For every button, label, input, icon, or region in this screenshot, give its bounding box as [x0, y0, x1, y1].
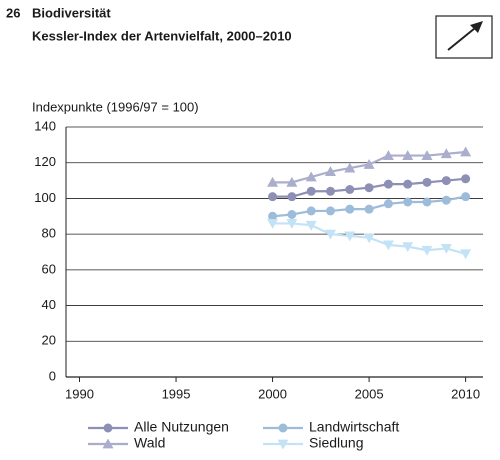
marker — [422, 197, 432, 207]
x-tick-label: 1990 — [65, 386, 94, 401]
chart-number: 26 — [6, 5, 20, 20]
marker — [306, 186, 316, 196]
marker — [460, 249, 472, 260]
marker — [267, 176, 279, 187]
marker — [363, 233, 375, 244]
marker — [306, 206, 316, 216]
marker — [345, 185, 355, 194]
arrow-icon — [435, 15, 493, 59]
legend-item: Landwirtschaft — [263, 419, 399, 435]
marker — [267, 219, 279, 229]
legend-label: Siedlung — [309, 435, 364, 451]
series — [268, 192, 471, 221]
marker — [441, 176, 451, 186]
marker — [287, 210, 297, 219]
marker — [287, 192, 297, 202]
marker — [268, 211, 278, 221]
marker — [324, 229, 336, 240]
marker — [402, 242, 414, 253]
legend-item: Wald — [88, 435, 165, 451]
marker — [268, 192, 278, 202]
y-tick-label: 80 — [42, 226, 56, 241]
marker — [325, 206, 335, 216]
series — [267, 219, 472, 260]
y-tick-label: 120 — [34, 154, 56, 169]
marker — [441, 195, 451, 205]
x-tick-label: 2005 — [355, 386, 384, 401]
y-tick-label: 140 — [34, 118, 56, 133]
legend-label: Alle Nutzungen — [134, 419, 229, 435]
marker — [421, 150, 433, 160]
legend-marker — [103, 423, 113, 433]
marker — [440, 244, 452, 254]
marker — [344, 162, 356, 173]
marker — [382, 150, 394, 160]
marker — [325, 186, 335, 196]
marker — [383, 199, 393, 209]
legend-item: Alle Nutzungen — [88, 419, 229, 435]
marker — [364, 183, 374, 193]
marker — [344, 231, 356, 242]
marker — [324, 166, 336, 177]
marker — [403, 197, 413, 207]
marker — [364, 204, 374, 214]
marker — [402, 150, 414, 160]
legend-label: Landwirtschaft — [309, 419, 399, 435]
y-tick-label: 60 — [42, 261, 56, 276]
marker — [461, 174, 471, 184]
marker — [383, 179, 393, 189]
marker — [305, 171, 317, 182]
chart-heading: Biodiversität — [32, 5, 111, 20]
marker — [382, 240, 394, 251]
marker — [363, 159, 375, 169]
marker — [422, 177, 432, 187]
legend-marker — [102, 438, 114, 449]
marker — [345, 204, 355, 214]
series — [268, 174, 471, 202]
marker — [440, 148, 452, 159]
x-tick-label: 2010 — [451, 386, 480, 401]
marker — [421, 245, 433, 256]
marker — [286, 176, 298, 187]
legend-marker — [277, 439, 289, 450]
x-tick-label: 1995 — [162, 386, 191, 401]
y-tick-label: 20 — [42, 333, 56, 348]
marker — [461, 192, 471, 202]
y-tick-label: 40 — [42, 297, 56, 312]
marker — [403, 179, 413, 189]
legend-label: Wald — [134, 435, 165, 451]
legend-marker — [278, 423, 288, 433]
marker — [305, 220, 317, 231]
x-tick-label: 2000 — [258, 386, 287, 401]
y-axis-label: Indexpunkte (1996/97 = 100) — [32, 99, 199, 114]
legend-item: Siedlung — [263, 435, 364, 451]
y-tick-label: 0 — [49, 368, 56, 383]
series — [267, 146, 472, 187]
chart-title: Kessler-Index der Artenvielfalt, 2000–20… — [32, 28, 292, 43]
marker — [460, 146, 472, 157]
y-tick-label: 100 — [34, 190, 56, 205]
marker — [286, 219, 298, 229]
